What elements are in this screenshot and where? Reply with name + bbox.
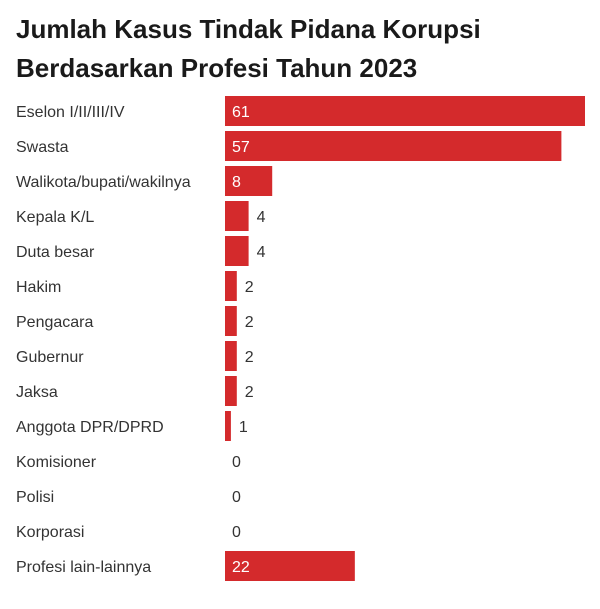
value-label: 2 [245, 279, 254, 296]
category-label: Profesi lain-lainnya [16, 559, 151, 576]
value-label: 57 [232, 139, 250, 156]
bar [225, 551, 355, 581]
bar [225, 341, 237, 371]
category-label: Polisi [16, 489, 54, 506]
category-label: Hakim [16, 279, 61, 296]
category-label: Swasta [16, 139, 69, 156]
category-label: Kepala K/L [16, 209, 94, 226]
value-label: 0 [232, 489, 241, 506]
category-label: Pengacara [16, 314, 93, 331]
category-label: Duta besar [16, 244, 95, 261]
bar [225, 411, 231, 441]
value-label: 2 [245, 314, 254, 331]
bar [225, 201, 249, 231]
bar [225, 166, 273, 196]
value-label: 4 [257, 244, 266, 261]
category-label: Gubernur [16, 349, 84, 366]
value-label: 61 [232, 104, 250, 121]
category-label: Komisioner [16, 454, 97, 471]
bar [225, 131, 562, 161]
bar [225, 271, 237, 301]
value-label: 22 [232, 559, 250, 576]
category-label: Walikota/bupati/wakilnya [16, 174, 191, 191]
bar [225, 306, 237, 336]
category-label: Jaksa [16, 384, 58, 401]
value-label: 0 [232, 524, 241, 541]
category-label: Anggota DPR/DPRD [16, 419, 164, 436]
value-label: 2 [245, 384, 254, 401]
value-label: 4 [257, 209, 266, 226]
value-label: 0 [232, 454, 241, 471]
bar [225, 236, 249, 266]
chart-title: Jumlah Kasus Tindak Pidana Korupsi Berda… [16, 14, 481, 83]
category-label: Eselon I/II/III/IV [16, 104, 125, 121]
category-label: Korporasi [16, 524, 84, 541]
value-label: 8 [232, 174, 241, 191]
value-label: 2 [245, 349, 254, 366]
bar [225, 96, 585, 126]
value-label: 1 [239, 419, 248, 436]
bar [225, 376, 237, 406]
